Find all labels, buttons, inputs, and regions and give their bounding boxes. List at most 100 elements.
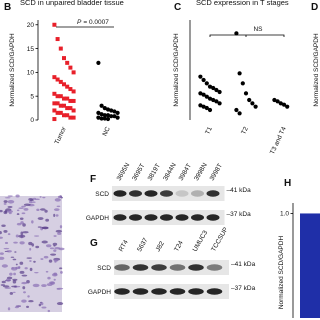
cell xyxy=(3,200,8,203)
cell xyxy=(7,307,11,311)
cell xyxy=(14,267,18,269)
point xyxy=(62,103,66,108)
cell xyxy=(22,231,29,234)
cell xyxy=(23,203,31,207)
point xyxy=(247,97,252,103)
point xyxy=(201,92,206,97)
cell xyxy=(18,234,26,238)
cell xyxy=(21,205,26,208)
cell xyxy=(34,271,39,274)
cell xyxy=(10,256,15,258)
cell xyxy=(7,233,11,236)
band xyxy=(132,264,149,271)
cell xyxy=(16,213,20,216)
band xyxy=(159,190,174,197)
point xyxy=(275,99,280,104)
cell xyxy=(3,202,7,205)
cell xyxy=(14,306,19,309)
band xyxy=(206,190,220,197)
cell xyxy=(4,197,11,199)
point xyxy=(71,108,76,113)
band xyxy=(128,190,143,197)
histology-texture xyxy=(0,194,65,313)
row-label: SCD xyxy=(97,265,111,272)
cell xyxy=(26,257,32,259)
p-text: = 0.0007 xyxy=(83,19,109,26)
point xyxy=(68,65,73,70)
point xyxy=(250,101,255,106)
cell xyxy=(3,230,8,233)
point xyxy=(102,116,107,121)
band xyxy=(114,264,130,271)
panel-letter: H xyxy=(284,178,291,189)
ns-label: NS xyxy=(253,26,263,33)
point xyxy=(99,116,104,121)
bar xyxy=(300,213,320,318)
cell xyxy=(29,267,33,272)
point xyxy=(105,107,111,112)
cell xyxy=(54,198,61,202)
point xyxy=(96,110,101,115)
point xyxy=(71,89,76,94)
band xyxy=(113,214,127,221)
point xyxy=(105,116,111,122)
band xyxy=(206,264,223,271)
cell xyxy=(37,226,42,228)
lane-label: J82 xyxy=(155,240,166,253)
point xyxy=(52,117,57,122)
cell xyxy=(50,253,57,256)
point xyxy=(55,110,60,115)
cell xyxy=(15,234,19,238)
point xyxy=(99,103,104,108)
cell xyxy=(60,271,63,274)
point xyxy=(207,107,213,113)
cell xyxy=(52,242,58,246)
point xyxy=(198,91,203,96)
y-axis-label: Normalized SCD/GAPDH xyxy=(278,236,285,310)
band xyxy=(169,264,186,271)
y-tick-label: 20 xyxy=(27,22,35,29)
point xyxy=(65,106,70,111)
band xyxy=(188,264,204,271)
cell xyxy=(53,278,56,281)
cell xyxy=(21,299,27,303)
point xyxy=(52,101,57,106)
point xyxy=(99,112,104,117)
cell xyxy=(27,295,30,298)
row-label: GAPDH xyxy=(88,289,111,296)
point xyxy=(62,96,66,101)
cell xyxy=(15,266,21,270)
x-tick-label: T2 xyxy=(240,126,250,136)
cell xyxy=(0,231,2,235)
marker-label: –37 kDa xyxy=(227,211,252,218)
cell xyxy=(12,280,17,284)
point xyxy=(71,70,76,75)
cell xyxy=(0,284,6,286)
lane-label: 3819T xyxy=(147,163,162,182)
point xyxy=(217,89,222,95)
point xyxy=(204,94,209,99)
cell xyxy=(59,225,63,229)
cell xyxy=(15,263,18,266)
cell xyxy=(53,249,57,252)
point xyxy=(214,87,219,93)
lane-label: RT4 xyxy=(118,239,130,253)
y-axis-label: Normalized SCD/GAPDH xyxy=(173,33,180,107)
point xyxy=(243,91,249,96)
row-label: GAPDH xyxy=(86,215,109,222)
cell xyxy=(16,222,22,226)
point xyxy=(204,81,209,86)
point xyxy=(204,105,209,111)
point xyxy=(281,102,287,107)
cell xyxy=(57,195,62,199)
p-value: P = 0.0007 xyxy=(77,19,109,26)
point xyxy=(52,91,57,96)
cell xyxy=(51,273,58,277)
panel-title: SCD in unpaired bladder tissue xyxy=(20,0,124,7)
cell xyxy=(0,209,3,213)
cell xyxy=(49,247,55,250)
cell xyxy=(0,236,3,239)
cell xyxy=(19,217,24,220)
cell xyxy=(19,241,25,245)
